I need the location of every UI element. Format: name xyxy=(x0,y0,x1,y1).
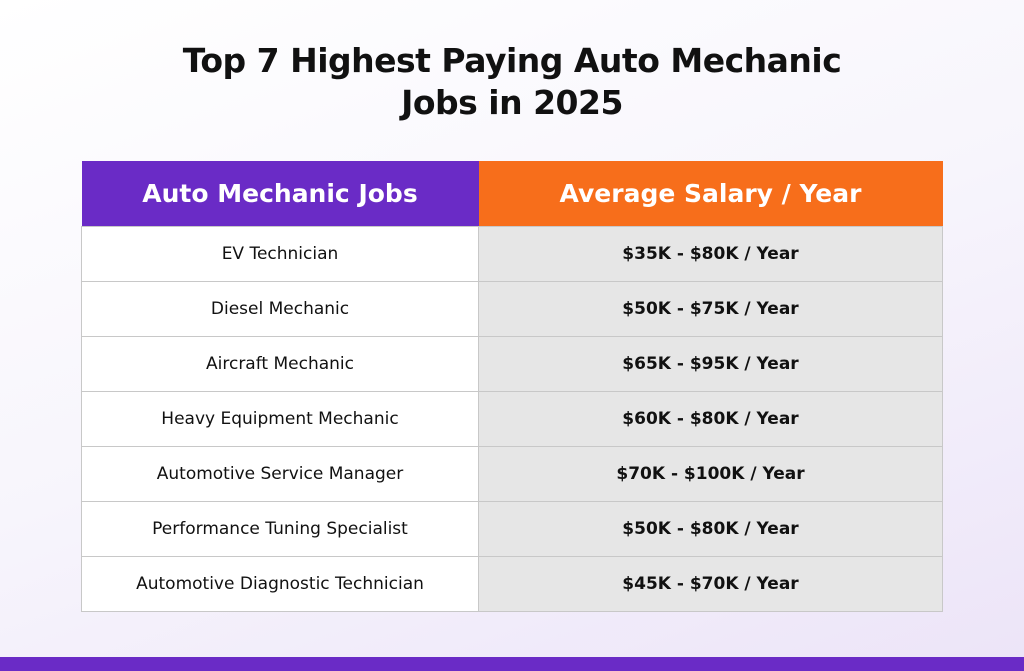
salary-cell: $65K - $95K / Year xyxy=(478,336,943,392)
table-row: EV Technician $35K - $80K / Year xyxy=(81,226,943,282)
salary-table: Auto Mechanic Jobs Average Salary / Year … xyxy=(81,161,943,612)
job-cell: Automotive Diagnostic Technician xyxy=(81,556,479,612)
job-cell: Aircraft Mechanic xyxy=(81,336,479,392)
table-row: Automotive Diagnostic Technician $45K - $… xyxy=(81,556,943,612)
table-row: Aircraft Mechanic $65K - $95K / Year xyxy=(81,336,943,392)
table-body: EV Technician $35K - $80K / Year Diesel Me… xyxy=(81,226,943,612)
footer-bar xyxy=(0,657,1024,671)
salary-cell: $35K - $80K / Year xyxy=(478,226,943,282)
salary-cell: $45K - $70K / Year xyxy=(478,556,943,612)
column-header: Average Salary / Year xyxy=(478,161,943,227)
table-row: Automotive Service Manager $70K - $100K /… xyxy=(81,446,943,502)
job-cell: EV Technician xyxy=(81,226,479,282)
table-row: Diesel Mechanic $50K - $75K / Year xyxy=(81,281,943,337)
salary-cell: $50K - $80K / Year xyxy=(478,501,943,557)
column-header: Auto Mechanic Jobs xyxy=(81,161,479,227)
header-row: Auto Mechanic Jobs Average Salary / Year xyxy=(81,161,943,227)
table-row: Heavy Equipment Mechanic $60K - $80K / Ye… xyxy=(81,391,943,447)
salary-cell: $50K - $75K / Year xyxy=(478,281,943,337)
job-cell: Diesel Mechanic xyxy=(81,281,479,337)
job-cell: Automotive Service Manager xyxy=(81,446,479,502)
table-row: Performance Tuning Specialist $50K - $80K… xyxy=(81,501,943,557)
job-cell: Heavy Equipment Mechanic xyxy=(81,391,479,447)
job-cell: Performance Tuning Specialist xyxy=(81,501,479,557)
salary-cell: $70K - $100K / Year xyxy=(478,446,943,502)
title: Top 7 Highest Paying Auto Mechanic Jobs … xyxy=(182,41,842,122)
salary-cell: $60K - $80K / Year xyxy=(478,391,943,447)
